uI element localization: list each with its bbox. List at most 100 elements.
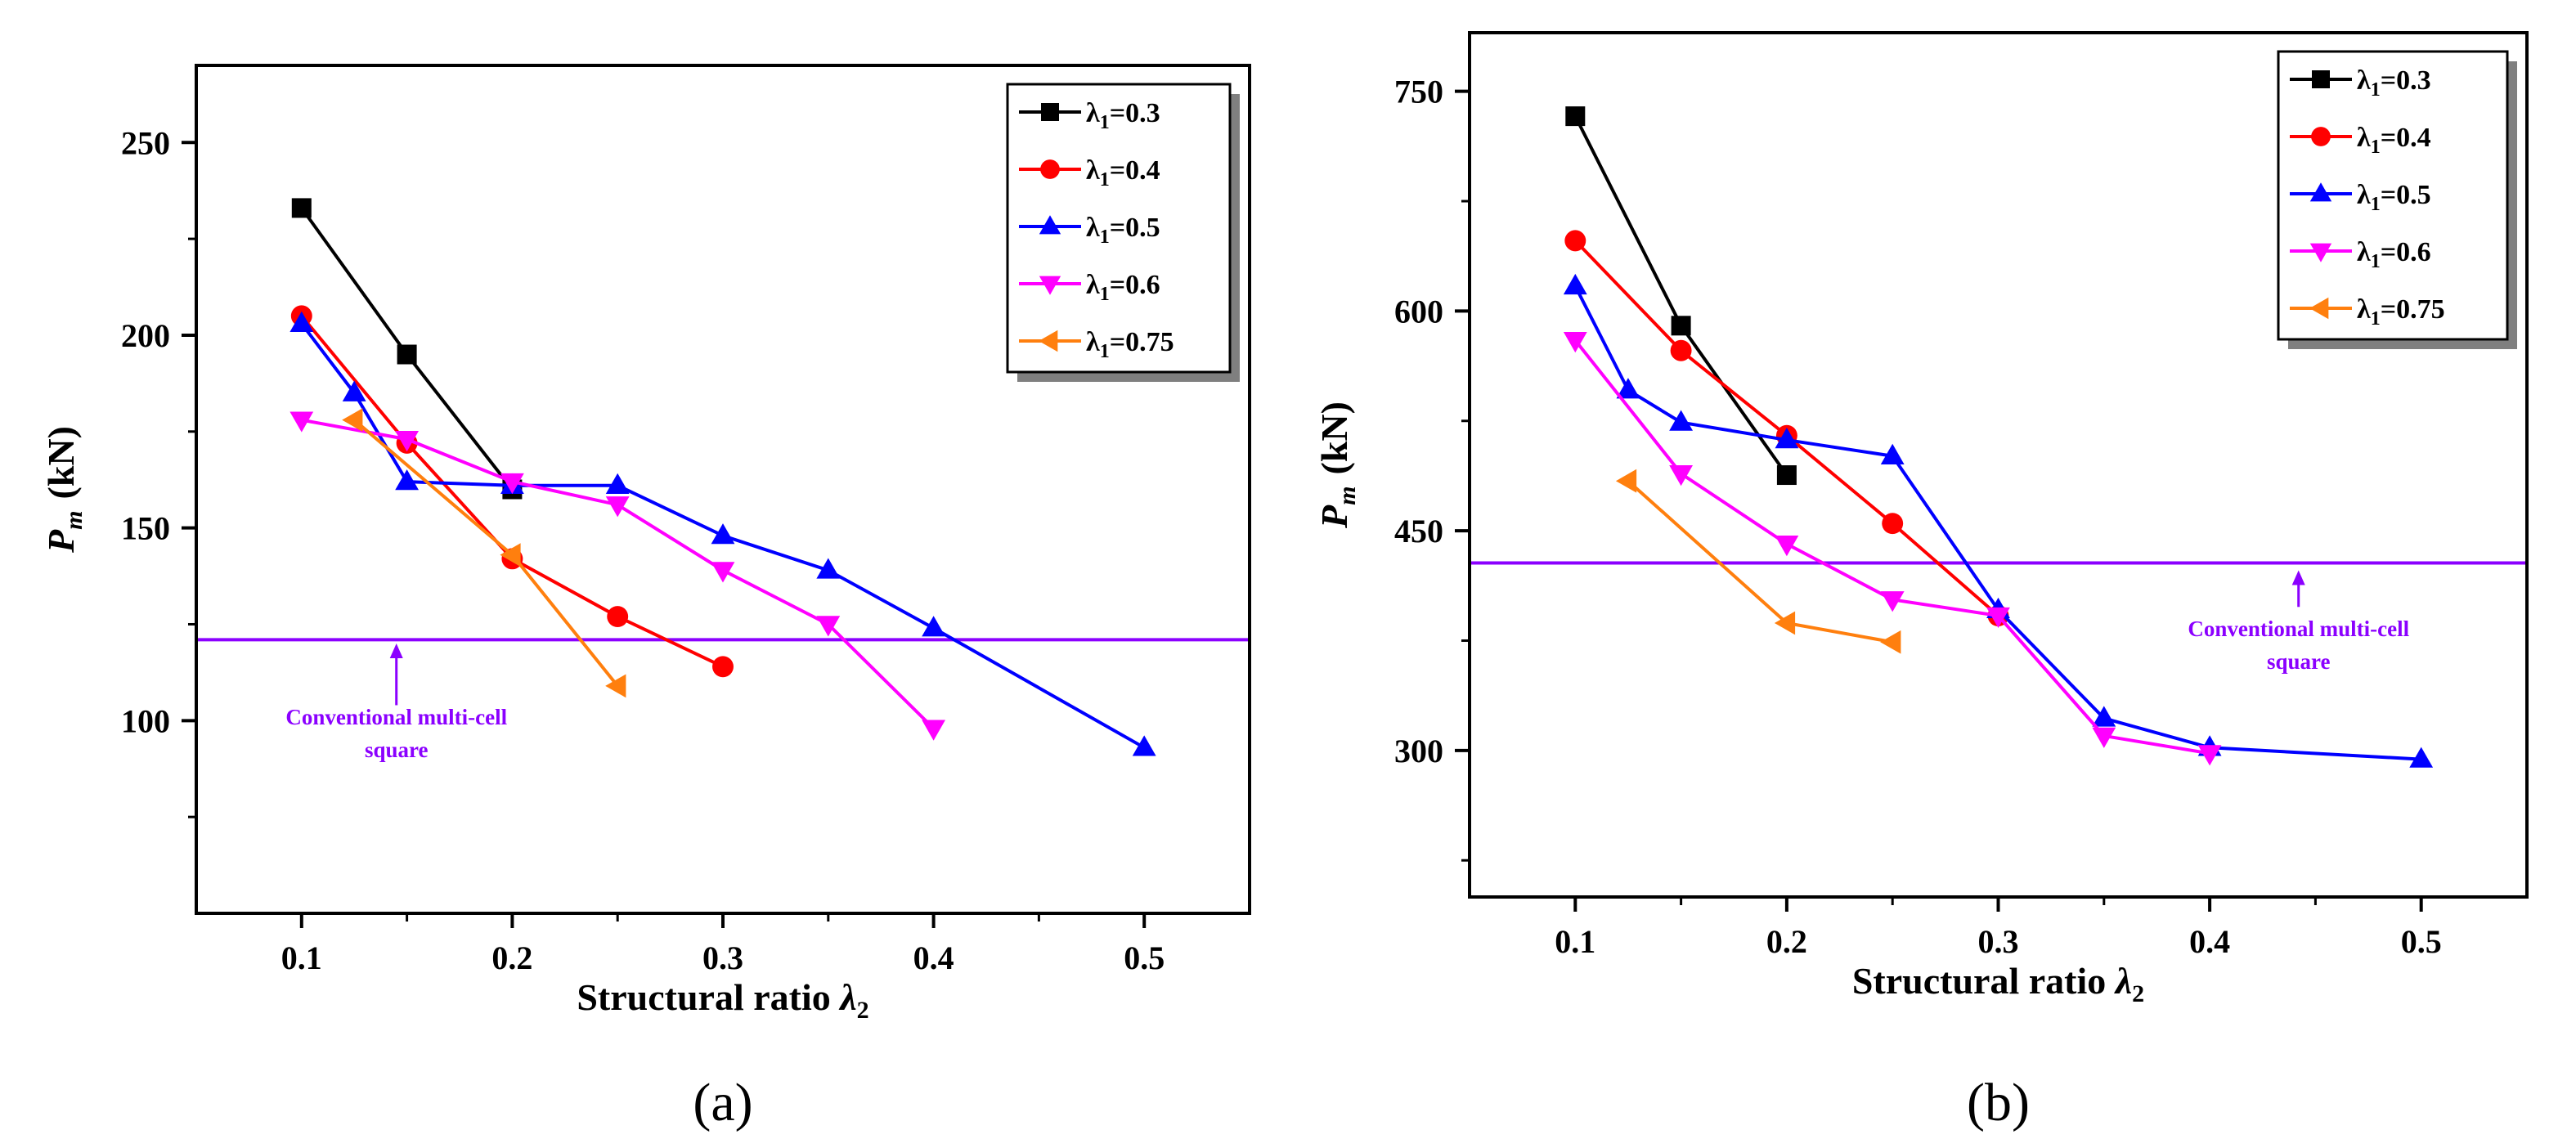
x-tick-label: 0.2 xyxy=(1766,923,1807,960)
legend-label: λ1=0.75 xyxy=(1086,327,1174,362)
legend-item: λ1=0.5 xyxy=(1019,213,1160,248)
x-axis-title: Structural ratio λ2 xyxy=(1852,960,2144,1007)
y-tick-label: 100 xyxy=(121,702,170,739)
x-axis-title-main: Structural ratio xyxy=(577,976,840,1018)
x-tick-label: 0.1 xyxy=(1555,923,1595,960)
legend-label-sub: 1 xyxy=(2371,251,2381,272)
legend-label-value: =0.5 xyxy=(1110,213,1160,243)
y-tick-label: 450 xyxy=(1394,513,1443,549)
annotation-label: Conventional multi-cell square xyxy=(285,705,507,762)
legend-item: λ1=0.6 xyxy=(1019,270,1160,305)
data-point xyxy=(607,606,629,628)
x-tick-label: 0.2 xyxy=(491,939,532,976)
annotation-arrowhead xyxy=(2291,570,2305,585)
legend-label-lambda: λ xyxy=(2357,123,2371,153)
data-point xyxy=(712,656,734,678)
annotation-line-2: square xyxy=(365,738,429,762)
x-axis-title-symbol: λ xyxy=(838,976,856,1018)
legend-label-sub: 1 xyxy=(2371,194,2381,215)
data-point xyxy=(1775,536,1799,557)
data-point xyxy=(1616,378,1640,399)
legend-label-sub: 1 xyxy=(2371,137,2381,158)
data-point xyxy=(1880,591,1905,612)
y-axis-title-sub: m xyxy=(1334,487,1361,505)
data-point xyxy=(922,616,945,637)
x-axis-title-sub: 2 xyxy=(2132,980,2144,1007)
x-tick-label: 0.4 xyxy=(913,939,954,976)
legend: λ1=0.3λ1=0.4λ1=0.5λ1=0.6λ1=0.75 xyxy=(2277,50,2517,349)
chart-panel-a: Conventional multi-cell square 0.1 0.2 0.3 0.… xyxy=(40,64,1251,1132)
legend-item: λ1=0.75 xyxy=(2290,294,2445,330)
legend-item: λ1=0.3 xyxy=(2290,65,2431,101)
data-point xyxy=(342,408,363,433)
legend-marker xyxy=(1041,103,1059,121)
y-axis-title-sub: m xyxy=(61,511,88,530)
legend-label: λ1=0.6 xyxy=(1086,270,1160,305)
data-point xyxy=(711,562,735,583)
y-tick-label: 150 xyxy=(121,510,170,547)
series-λ1=0.75 xyxy=(1615,469,1901,654)
data-point xyxy=(397,344,417,365)
legend-label-value: =0.4 xyxy=(1110,155,1160,186)
legend-label-lambda: λ xyxy=(1086,213,1100,243)
x-axis-title-symbol: λ xyxy=(2114,960,2132,1002)
legend-label-lambda: λ xyxy=(2357,237,2371,267)
series-λ1=0.3 xyxy=(1565,106,1797,486)
legend: λ1=0.3 λ 1 =0.4 λ1=0.5 λ1=0.6 λ1=0.75 xyxy=(1006,83,1240,382)
data-point xyxy=(1132,735,1156,756)
panel-label: (b) xyxy=(1967,1073,2030,1132)
legend-label-sub: 1 xyxy=(1100,112,1110,133)
data-point xyxy=(1882,513,1904,535)
data-point xyxy=(1615,469,1637,493)
legend-label: λ1=0.5 xyxy=(1086,213,1160,248)
annotation-line-1: Conventional multi-cell xyxy=(285,705,507,729)
legend-label: λ1=0.3 xyxy=(1086,98,1160,133)
x-tick-label: 0.5 xyxy=(1124,939,1165,976)
legend-label-sub: 1 xyxy=(2371,308,2381,330)
series-λ1=0.75 xyxy=(342,408,626,698)
x-axis-title-main: Structural ratio xyxy=(1852,960,2116,1002)
legend-label-value: =0.5 xyxy=(2381,180,2431,210)
legend-marker xyxy=(1039,330,1058,352)
data-point xyxy=(2092,706,2116,727)
y-axis-title-unit: (kN) xyxy=(1313,401,1355,474)
data-point xyxy=(291,198,312,218)
legend-label-sub: 1 xyxy=(1100,341,1110,362)
y-tick-label: 200 xyxy=(121,317,170,354)
data-point xyxy=(1563,332,1587,353)
annotation-line-1: Conventional multi-cell xyxy=(2188,617,2409,641)
y-axis-title-main: P xyxy=(40,529,82,554)
y-tick-label: 750 xyxy=(1394,74,1443,110)
legend-label: λ1=0.75 xyxy=(2357,294,2445,330)
y-axis-title-unit: (kN) xyxy=(40,426,82,499)
data-point xyxy=(500,473,524,495)
data-point xyxy=(922,720,945,741)
data-point xyxy=(1776,465,1797,486)
data-point xyxy=(605,674,626,698)
data-point xyxy=(1775,428,1799,449)
legend-item: λ1=0.75 xyxy=(1019,327,1174,362)
legend-label: λ1=0.4 xyxy=(2357,123,2431,158)
legend-item: λ1=0.4 xyxy=(2290,123,2431,158)
y-axis-title-main: P xyxy=(1313,504,1355,529)
series-line xyxy=(1573,339,2210,756)
legend-label-value: =0.3 xyxy=(1110,98,1160,128)
data-point xyxy=(2197,745,2222,766)
legend-label-sub: 1 xyxy=(1100,284,1110,305)
panel-label: (a) xyxy=(693,1073,752,1132)
chart-panel-b: Conventional multi-cell square 0.1 0.2 0.3 0.… xyxy=(1313,31,2529,1132)
x-axis-title: Structural ratio λ2 xyxy=(577,976,868,1024)
data-point xyxy=(395,431,419,452)
y-tick-label: 250 xyxy=(121,124,170,161)
data-point xyxy=(1880,443,1905,464)
data-point xyxy=(2409,747,2434,768)
legend-label: λ1=0.3 xyxy=(2357,65,2431,101)
legend-label-value: =0.6 xyxy=(1110,270,1160,300)
legend-marker xyxy=(2309,182,2332,202)
legend-label-value: =0.6 xyxy=(2381,237,2431,267)
data-point xyxy=(2092,727,2116,748)
y-tick-label: 300 xyxy=(1394,733,1443,769)
legend-label-value: =0.75 xyxy=(2381,294,2445,325)
data-point xyxy=(1564,230,1586,252)
